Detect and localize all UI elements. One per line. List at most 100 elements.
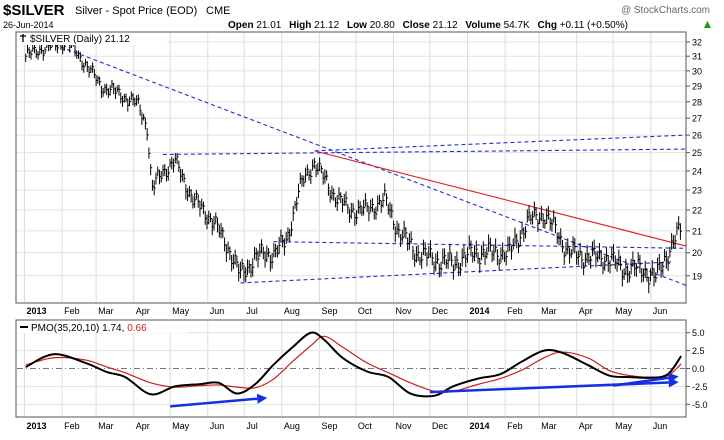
trendline — [314, 134, 687, 152]
price-y-tick-label: 21 — [692, 226, 702, 236]
price-legend: $SILVER (Daily) 21.12 — [30, 34, 130, 45]
price-bar — [502, 242, 505, 260]
price-bar — [319, 157, 322, 172]
volume-label: Volume — [465, 20, 501, 31]
price-y-axis: 19 20 21 22 23 24 25 26 27 28 29 30 31 32 — [686, 37, 702, 281]
x-tick-label: Apr — [136, 306, 150, 316]
x-tick-label: Mar — [541, 421, 557, 431]
price-bar — [604, 255, 607, 271]
price-bar — [261, 239, 264, 254]
price-bar — [456, 251, 459, 269]
price-bar — [493, 244, 496, 261]
x-tick-label: Sep — [321, 421, 337, 431]
pmo-legend-value2: 0.66 — [127, 323, 147, 334]
price-bar — [359, 201, 362, 215]
price-bar — [535, 207, 538, 221]
price-bar — [512, 238, 515, 250]
price-bar — [313, 157, 316, 169]
price-bar — [551, 218, 554, 232]
price-bar — [635, 263, 639, 277]
price-bar — [590, 255, 593, 269]
price-bar — [155, 172, 158, 185]
x-tick-label: Mar — [541, 306, 557, 316]
price-bar — [528, 204, 531, 222]
price-bar — [495, 238, 498, 252]
price-bar — [593, 239, 596, 255]
x-tick-label: Feb — [64, 306, 80, 316]
price-bar — [431, 252, 434, 266]
price-bar — [509, 236, 512, 252]
exchange: CME — [206, 5, 230, 17]
price-trendlines — [47, 41, 687, 286]
price-bar — [662, 261, 665, 276]
pmo-gridlines — [17, 321, 685, 416]
pmo-legend-prefix: PMO(35,20,10) — [31, 323, 99, 334]
ohlc-line: Open 21.01 High 21.12 Low 20.80 Close 21… — [228, 20, 628, 31]
price-bar — [194, 192, 197, 208]
price-bar — [669, 246, 672, 258]
price-bar — [114, 87, 118, 100]
price-bar — [577, 250, 580, 266]
price-bar — [482, 241, 485, 258]
close-label: Close — [403, 20, 431, 31]
price-bar — [303, 175, 306, 187]
price-y-tick-label: 20 — [692, 248, 702, 258]
x-tick-label: May — [615, 421, 633, 431]
trend-arrow — [612, 372, 679, 387]
price-bar — [382, 192, 385, 208]
price-bar — [217, 217, 220, 233]
price-bar — [340, 192, 343, 204]
price-bar — [178, 160, 181, 173]
price-bar — [574, 238, 577, 254]
price-bar — [674, 234, 677, 250]
price-bar — [613, 244, 616, 263]
triangle-up-icon — [704, 21, 711, 28]
price-bar — [271, 253, 274, 269]
price-bar — [384, 183, 387, 196]
price-bar — [210, 212, 213, 223]
price-bar — [609, 260, 612, 274]
price-bar — [600, 249, 603, 267]
x-tick-label: Mar — [98, 306, 114, 316]
price-bar — [371, 198, 375, 213]
price-panel-frame — [15, 31, 687, 304]
price-bar — [466, 247, 470, 263]
price-bar — [430, 240, 433, 258]
x-tick-label: Feb — [64, 421, 80, 431]
price-bar — [74, 45, 77, 57]
pmo-y-axis: 5.0 2.5 0.0 -2.5 -5.0 — [686, 328, 708, 410]
pmo-arrows — [170, 372, 679, 408]
price-bar — [547, 206, 551, 220]
price-bar — [239, 261, 243, 279]
price-bar — [336, 195, 339, 211]
price-bar — [567, 238, 570, 255]
price-bar — [326, 170, 329, 181]
price-bar — [561, 240, 565, 253]
price-bar — [148, 147, 151, 159]
price-bar — [554, 216, 558, 234]
high-label: High — [289, 20, 311, 31]
x-tick-label: Dec — [432, 306, 449, 316]
price-bar — [579, 242, 582, 256]
price-bar — [296, 196, 299, 212]
watermark: @ StockCharts.com — [621, 5, 710, 16]
price-bar — [150, 164, 153, 176]
x-tick-label: Jul — [246, 306, 258, 316]
price-bar — [118, 84, 121, 96]
price-bar — [486, 247, 489, 259]
price-bar — [37, 50, 40, 60]
price-bar — [229, 246, 232, 261]
price-x-axis: 2013 Feb Mar Apr May Jun Jul Aug Sep Oct Nov Dec 201… — [26, 306, 667, 316]
price-bar — [290, 221, 294, 237]
price-bar — [79, 51, 82, 62]
price-panel: 19 20 21 22 23 24 25 26 27 28 29 30 31 32 $SILVER (Da… — [15, 31, 702, 304]
x-tick-label: Jun — [653, 421, 668, 431]
price-bar — [102, 87, 105, 97]
x-tick-label: 2014 — [470, 421, 490, 431]
x-tick-label: Apr — [579, 306, 593, 316]
price-bar — [440, 261, 443, 277]
price-bar — [417, 244, 420, 262]
price-bar — [153, 180, 156, 196]
x-tick-label: May — [615, 306, 633, 316]
